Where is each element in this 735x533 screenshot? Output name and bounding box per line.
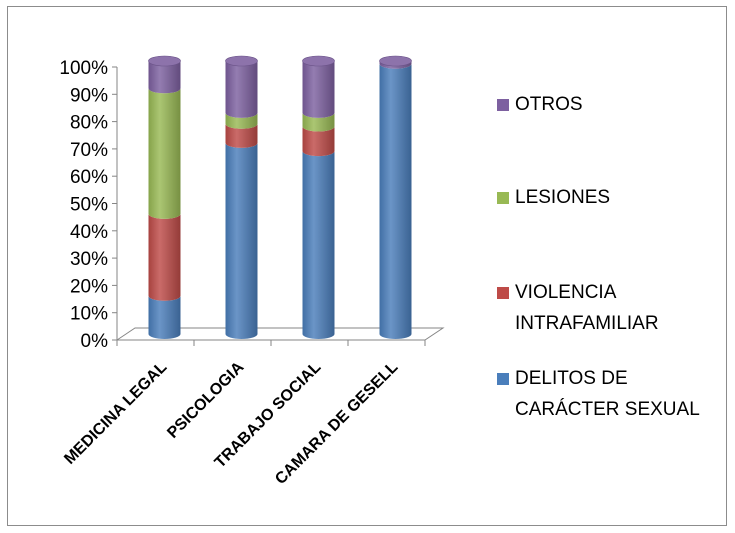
bar-segment [302,126,335,157]
bar-segment [225,123,258,148]
bar-segment [379,61,412,69]
bar-top [225,55,258,67]
bar-segment [148,213,181,301]
bar-segment [225,142,258,339]
bar-segment [379,63,412,339]
legend-marker [497,373,509,385]
bar-top [302,55,335,67]
legend-marker [497,99,509,111]
x-category-label: MEDICINA LEGAL [61,359,170,468]
y-tick-label: 30% [70,249,108,270]
y-tick-label: 90% [70,85,108,106]
y-tick-label: 80% [70,113,108,134]
x-category-label: CAMARA DE GESELL [272,359,401,488]
bar-segment [225,61,258,118]
y-tick-label: 100% [59,58,108,79]
y-tick-label: 10% [70,304,108,325]
bar-segment [225,112,258,129]
bar-segment [302,61,335,118]
legend-marker [497,192,509,204]
legend-label: INTRAFAMILIAR [515,313,659,334]
legend-label: VIOLENCIA [515,282,617,303]
bar-top [148,55,181,67]
y-tick-label: 40% [70,222,108,243]
bar-segment [302,151,335,339]
bar-segment [148,61,181,94]
y-tick-label: 0% [81,331,109,352]
legend-label: DELITOS DE [515,368,628,389]
y-tick-label: 60% [70,167,108,188]
bar-segment [148,88,181,219]
y-tick-label: 70% [70,140,108,161]
chart-frame [7,6,727,526]
bar-segment [148,295,181,339]
y-tick-label: 20% [70,276,108,297]
legend-marker [497,287,509,299]
legend-label: CARÁCTER SEXUAL [515,399,700,420]
bar-top [379,55,412,67]
bar-segment [302,112,335,132]
y-tick-label: 50% [70,195,108,216]
legend-label: OTROS [515,94,583,115]
legend-label: LESIONES [515,187,610,208]
x-category-label: PSICOLOGIA [164,358,247,441]
